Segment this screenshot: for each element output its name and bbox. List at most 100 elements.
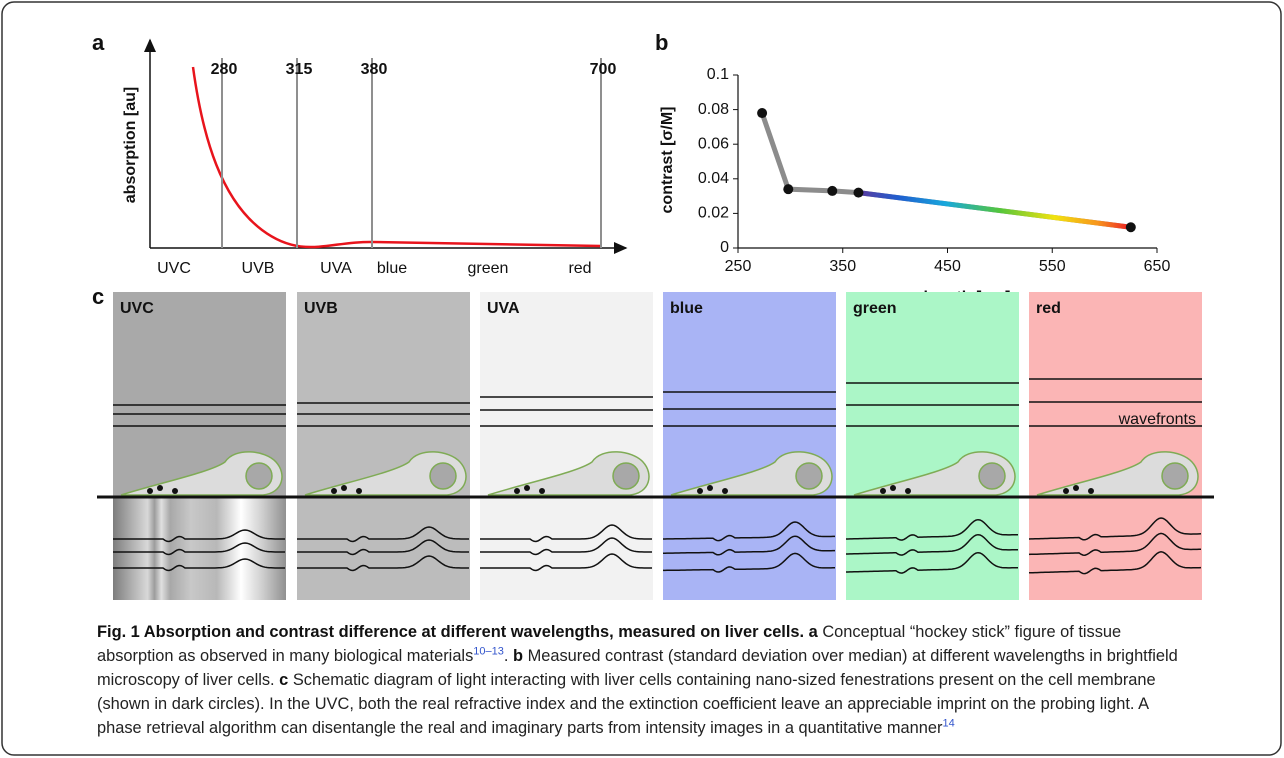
transmitted-wave bbox=[1028, 532, 1202, 556]
data-point bbox=[757, 108, 768, 119]
transmitted-wave bbox=[663, 535, 835, 556]
transmitted-wave bbox=[846, 533, 1018, 556]
nucleus bbox=[245, 462, 273, 490]
transmitted-wave bbox=[846, 518, 1018, 541]
transmitted-wave bbox=[113, 542, 285, 556]
data-point bbox=[1125, 222, 1136, 233]
nucleus bbox=[612, 462, 640, 490]
fenestration bbox=[356, 488, 362, 494]
wavelength-box bbox=[846, 292, 1019, 600]
wavelength-box bbox=[1029, 292, 1202, 600]
panel-label: b bbox=[655, 30, 668, 55]
fenestration bbox=[1073, 485, 1079, 491]
x-tick-label: 250 bbox=[725, 258, 752, 275]
transmitted-wave bbox=[1028, 551, 1202, 575]
wavefront-label: wavefronts bbox=[1118, 411, 1196, 428]
x-tick-label: 350 bbox=[829, 258, 856, 275]
box-label: UVB bbox=[304, 300, 338, 317]
fenestration bbox=[1063, 488, 1069, 494]
caption-label: c bbox=[279, 671, 289, 689]
cell bbox=[853, 451, 1016, 496]
box-label: UVA bbox=[487, 300, 520, 317]
box-label: UVC bbox=[120, 300, 154, 317]
band-label: UVA bbox=[320, 260, 352, 277]
transmitted-wave bbox=[297, 526, 469, 543]
caption-title: Fig. 1 Absorption and contrast differenc… bbox=[97, 623, 805, 641]
y-tick-label: 0.1 bbox=[707, 66, 729, 83]
band-label: green bbox=[468, 260, 509, 277]
data-point bbox=[783, 184, 794, 195]
cell bbox=[120, 451, 283, 496]
fenestration bbox=[697, 488, 703, 494]
y-tick-label: 0 bbox=[720, 239, 729, 256]
fenestration bbox=[331, 488, 337, 494]
caption-text: Conceptual “hockey stick” figure of tiss… bbox=[97, 623, 1122, 665]
box-label: red bbox=[1036, 300, 1061, 317]
data-line bbox=[759, 112, 1132, 230]
wavelength-box bbox=[480, 292, 653, 600]
box-label: green bbox=[853, 300, 897, 317]
transmitted-wave bbox=[113, 558, 285, 572]
fenestration bbox=[524, 485, 530, 491]
fenestration bbox=[722, 488, 728, 494]
y-tick-label: 0.04 bbox=[698, 170, 729, 187]
absorption-curve bbox=[191, 66, 602, 249]
marker-label: 380 bbox=[361, 61, 388, 78]
panel-label: c bbox=[92, 284, 104, 309]
transmitted-wave bbox=[480, 553, 652, 572]
panel-label: a bbox=[92, 30, 105, 55]
transmitted-wave bbox=[663, 521, 835, 542]
fenestration bbox=[905, 488, 911, 494]
fenestration bbox=[341, 485, 347, 491]
transmitted-wave bbox=[480, 537, 652, 556]
fenestration bbox=[514, 488, 520, 494]
transmitted-wave bbox=[1028, 517, 1202, 541]
nucleus bbox=[795, 462, 823, 490]
data-point bbox=[827, 185, 838, 196]
nucleus bbox=[978, 462, 1006, 490]
fenestration bbox=[157, 485, 163, 491]
y-tick-label: 0.02 bbox=[698, 205, 729, 222]
x-tick-label: 650 bbox=[1144, 258, 1171, 275]
band-label: blue bbox=[377, 260, 407, 277]
marker-label: 700 bbox=[590, 61, 617, 78]
band-label: UVC bbox=[157, 260, 191, 277]
data-point bbox=[853, 187, 864, 198]
caption-text: Schematic diagram of light interacting w… bbox=[97, 671, 1156, 737]
reference: 14 bbox=[942, 717, 955, 730]
band-label: UVB bbox=[242, 260, 275, 277]
caption: Fig. 1 Absorption and contrast differenc… bbox=[97, 620, 1197, 740]
fenestration bbox=[172, 488, 178, 494]
fenestration bbox=[539, 488, 545, 494]
box-label: blue bbox=[670, 300, 703, 317]
transmitted-wave bbox=[480, 524, 652, 543]
spectrum-overlay bbox=[858, 190, 1132, 230]
y-tick-label: 0.06 bbox=[698, 135, 729, 152]
wavelength-box bbox=[663, 292, 836, 600]
cell bbox=[1036, 451, 1199, 496]
fenestration bbox=[1088, 488, 1094, 494]
transmitted-wave bbox=[663, 552, 835, 573]
nucleus bbox=[429, 462, 457, 490]
caption-label: b bbox=[513, 647, 524, 665]
marker-label: 315 bbox=[286, 61, 313, 78]
x-tick-label: 550 bbox=[1039, 258, 1066, 275]
transmitted-wave bbox=[113, 529, 285, 543]
reference: 10–13 bbox=[473, 645, 504, 658]
fenestration bbox=[147, 488, 153, 494]
band-label: red bbox=[568, 260, 591, 277]
axis-title: contrast [σ/M] bbox=[659, 107, 676, 214]
transmitted-wave bbox=[297, 539, 469, 556]
caption-text: . bbox=[503, 647, 509, 665]
transmitted-wave bbox=[846, 551, 1018, 574]
nucleus bbox=[1161, 462, 1189, 490]
caption-label: a bbox=[808, 623, 818, 641]
wavelength-box bbox=[297, 292, 470, 600]
fenestration bbox=[890, 485, 896, 491]
x-tick-label: 450 bbox=[934, 258, 961, 275]
caption-text: Measured contrast (standard deviation ov… bbox=[97, 647, 1178, 689]
cell bbox=[670, 451, 833, 496]
